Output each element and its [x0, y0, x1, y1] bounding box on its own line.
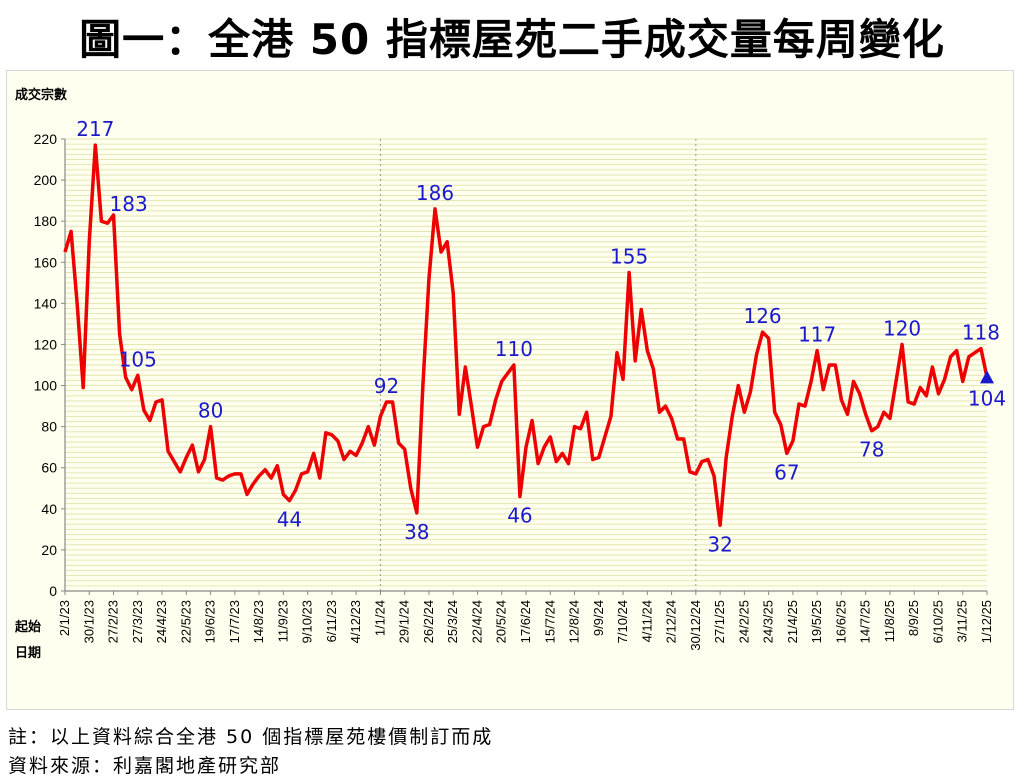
x-tick-label: 11/9/23	[275, 600, 290, 642]
y-tick-label: 120	[34, 336, 58, 352]
x-tick-label: 8/9/25	[906, 600, 921, 636]
y-tick-label: 160	[34, 254, 58, 270]
data-label: 155	[610, 245, 648, 269]
x-tick-label: 21/4/25	[785, 600, 800, 643]
x-tick-label: 7/10/24	[615, 600, 630, 643]
data-label: 104	[968, 386, 1006, 410]
y-tick-label: 20	[41, 542, 57, 558]
x-tick-label: 1/1/24	[372, 600, 387, 636]
x-tick-label: 2/12/24	[664, 600, 679, 643]
data-label: 80	[198, 399, 223, 423]
x-tick-label: 19/6/23	[203, 600, 218, 643]
data-label: 67	[774, 460, 799, 484]
x-tick-label: 22/4/24	[469, 600, 484, 643]
y-tick-label: 100	[34, 378, 58, 394]
line-chart: 0 20 40 60 80 100 120 140 160 180 200 220 2/1/23 30/…	[14, 87, 1006, 661]
x-tick-label: 11/8/25	[882, 600, 897, 642]
x-tick-label: 14/8/23	[251, 600, 266, 643]
data-label: 44	[277, 508, 302, 532]
data-label: 117	[798, 323, 836, 347]
x-tick-label: 14/7/25	[858, 600, 873, 643]
data-label: 110	[495, 337, 533, 361]
x-tick-label: 20/5/24	[494, 600, 509, 643]
y-tick-label: 220	[34, 131, 58, 147]
x-tick-label: 27/1/25	[712, 600, 727, 643]
data-label: 126	[743, 304, 781, 328]
data-label: 32	[707, 532, 732, 556]
x-tick-label: 24/4/23	[154, 600, 169, 643]
data-label: 92	[374, 374, 399, 398]
data-label: 183	[110, 192, 148, 216]
data-labels: 217 183 105 80 44 92 38 186 110 46 155 32 126 67 117 78…	[76, 117, 1006, 556]
footnote: 註：以上資料綜合全港 50 個指標屋苑樓價制訂而成	[8, 726, 494, 748]
x-tick-label: 15/7/24	[542, 600, 557, 643]
x-tick-label: 30/12/24	[688, 600, 703, 651]
data-label: 118	[962, 321, 1000, 345]
year-dividers	[379, 139, 697, 591]
y-tick-labels: 0 20 40 60 80 100 120 140 160 180 200 220	[34, 131, 65, 599]
x-tick-label: 4/12/23	[348, 600, 363, 643]
x-tick-label: 19/5/25	[809, 600, 824, 643]
series-line-path	[63, 143, 989, 527]
y-tick-label: 200	[34, 172, 58, 188]
x-tick-label: 6/11/23	[324, 600, 339, 642]
x-tick-label: 12/8/24	[567, 600, 582, 643]
data-label: 120	[883, 316, 921, 340]
x-tick-label: 27/2/23	[106, 600, 121, 643]
y-tick-label: 140	[34, 295, 58, 311]
x-tick-label: 17/6/24	[518, 600, 533, 643]
data-label: 78	[859, 438, 884, 462]
y-axis-title: 成交宗數	[15, 87, 67, 103]
data-label: 38	[404, 520, 429, 544]
source-note: 資料來源：利嘉閣地產研究部	[8, 755, 282, 777]
x-tick-label: 24/3/25	[761, 600, 776, 643]
x-axis-title-line1: 起始	[14, 619, 41, 635]
chart-panel: 0 20 40 60 80 100 120 140 160 180 200 220 2/1/23 30/…	[6, 70, 1014, 710]
x-axis-title-line2: 日期	[15, 646, 41, 661]
y-tick-label: 0	[49, 583, 57, 599]
chart-grid	[65, 138, 987, 592]
x-tick-label: 16/6/25	[833, 600, 848, 643]
x-tick-label: 4/11/24	[639, 600, 654, 642]
x-tick-label: 1/12/25	[979, 600, 994, 643]
x-tick-label: 25/3/24	[445, 600, 460, 643]
series-line	[63, 143, 989, 527]
y-tick-label: 40	[41, 501, 57, 517]
x-tick-label: 22/5/23	[178, 600, 193, 643]
x-tick-label: 27/3/23	[130, 600, 145, 643]
x-tick-label: 9/10/23	[300, 600, 315, 643]
x-tick-label: 9/9/24	[591, 600, 606, 636]
x-tick-label: 3/11/25	[955, 600, 970, 642]
x-tick-label: 24/2/25	[736, 600, 751, 643]
x-tick-label: 17/7/23	[227, 600, 242, 643]
data-label: 46	[507, 503, 532, 527]
data-label: 105	[119, 347, 157, 371]
y-tick-label: 80	[41, 419, 57, 435]
last-point-marker	[980, 370, 994, 384]
y-tick-label: 60	[41, 460, 57, 476]
data-label: 217	[76, 117, 114, 141]
x-tick-label: 30/1/23	[81, 600, 96, 643]
data-label: 186	[416, 181, 454, 205]
x-tick-labels: 2/1/23 30/1/23 27/2/23 27/3/23 24/4/23 22/5/2…	[57, 591, 994, 651]
x-tick-label: 26/2/24	[421, 600, 436, 643]
chart-title: 圖一：全港 50 指標屋苑二手成交量每周變化	[79, 15, 945, 64]
y-tick-label: 180	[34, 213, 58, 229]
x-tick-label: 2/1/23	[57, 600, 72, 636]
x-tick-label: 6/10/25	[930, 600, 945, 643]
x-tick-label: 29/1/24	[397, 600, 412, 643]
